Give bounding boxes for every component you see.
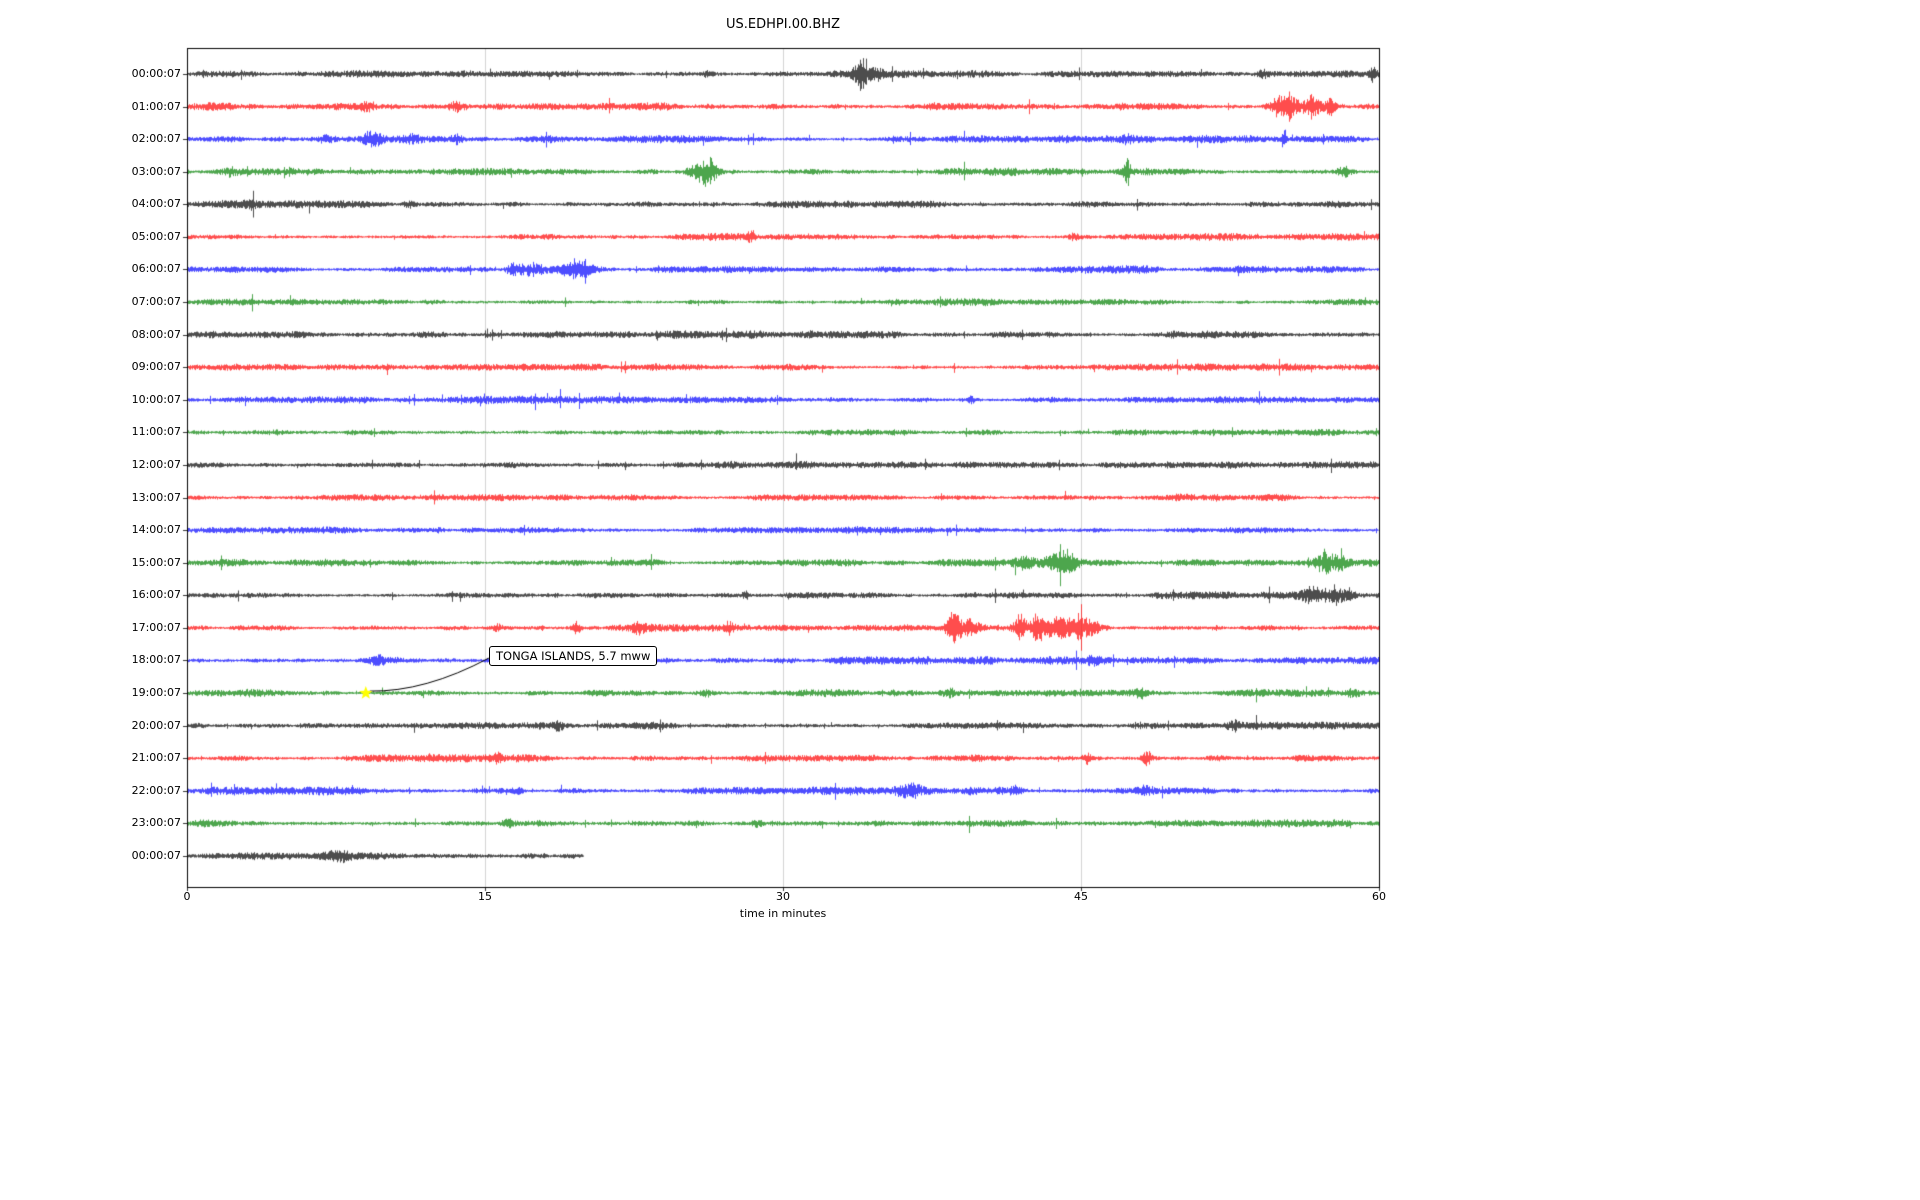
row-label: 05:00:07 xyxy=(131,229,181,243)
row-label: 15:00:07 xyxy=(131,555,181,569)
row-label: 19:00:07 xyxy=(131,686,181,700)
row-label: 18:00:07 xyxy=(131,653,181,667)
row-label: 00:00:07 xyxy=(131,848,181,862)
x-axis-label: time in minutes xyxy=(739,907,827,920)
x-tick-label: 45 xyxy=(1074,890,1088,903)
row-label: 22:00:07 xyxy=(131,783,181,797)
row-label: 08:00:07 xyxy=(131,327,181,341)
row-label: 12:00:07 xyxy=(131,457,181,471)
x-tick-label: 60 xyxy=(1372,890,1386,903)
row-label: 10:00:07 xyxy=(131,392,181,406)
row-label: 00:00:07 xyxy=(131,67,181,80)
plot-title: US.EDHPI.00.BHZ xyxy=(726,17,840,32)
row-label: 06:00:07 xyxy=(131,262,181,276)
row-label: 07:00:07 xyxy=(131,295,181,309)
row-label: 21:00:07 xyxy=(131,751,181,765)
row-label: 01:00:07 xyxy=(131,99,181,113)
event-annotation-label: TONGA ISLANDS, 5.7 mww xyxy=(489,646,658,666)
row-label: 02:00:07 xyxy=(131,132,181,146)
x-tick-label: 15 xyxy=(478,890,492,903)
row-label: 14:00:07 xyxy=(131,523,181,537)
x-tick-label: 30 xyxy=(776,890,790,903)
row-label: 04:00:07 xyxy=(131,197,181,211)
row-label: 23:00:07 xyxy=(131,816,181,830)
row-label: 16:00:07 xyxy=(131,588,181,602)
row-label: 03:00:07 xyxy=(131,164,181,178)
row-label: 13:00:07 xyxy=(131,490,181,504)
row-label: 20:00:07 xyxy=(131,718,181,732)
row-label: 17:00:07 xyxy=(131,620,181,634)
row-label: 09:00:07 xyxy=(131,360,181,374)
row-label: 11:00:07 xyxy=(131,425,181,439)
x-tick-label: 0 xyxy=(183,890,191,903)
